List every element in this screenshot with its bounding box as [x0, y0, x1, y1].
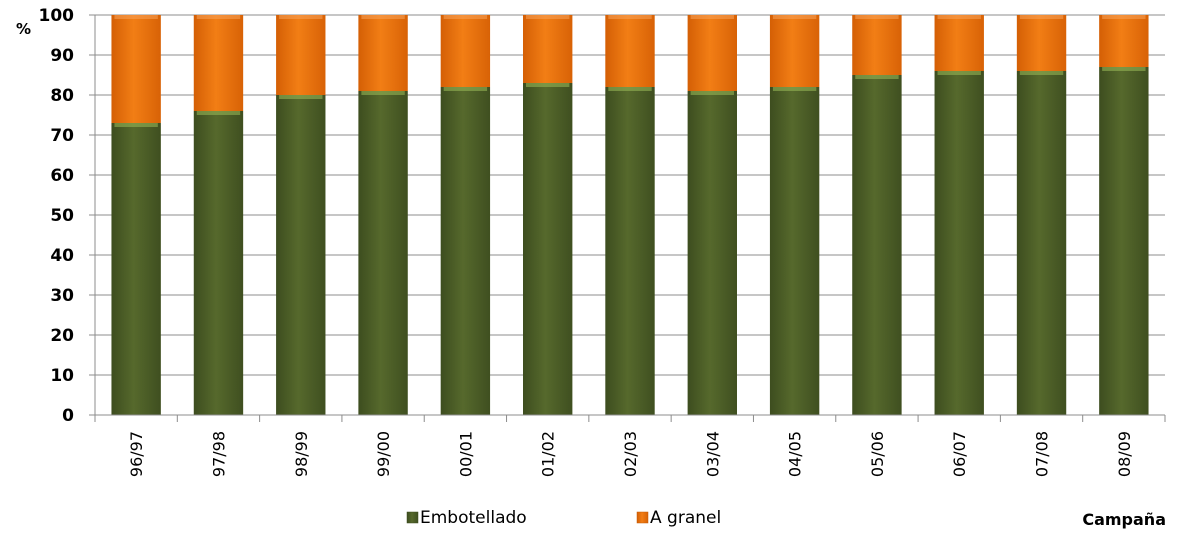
bar-embotellado	[440, 87, 491, 415]
legend: Embotellado A granel	[406, 508, 721, 528]
bar-embotellado	[358, 91, 408, 415]
bar-bevel	[526, 83, 570, 87]
y-tick-label: 60	[50, 166, 74, 186]
legend-swatch	[406, 511, 419, 524]
bar-a-granel	[605, 15, 655, 87]
y-tick-label: 30	[50, 286, 74, 306]
y-tick-label: 0	[62, 406, 74, 426]
bar-bevel	[196, 15, 241, 19]
x-tick-label: 07/08	[1033, 431, 1052, 477]
y-tick-label: 70	[50, 126, 74, 146]
bar-embotellado	[111, 123, 161, 415]
bar-a-granel	[193, 15, 244, 111]
bar-bevel	[196, 111, 241, 115]
x-tick-label: 06/07	[950, 431, 969, 477]
y-tick-label: 100	[39, 6, 75, 26]
legend-swatch	[636, 511, 649, 524]
bar-embotellado	[523, 83, 573, 415]
bar-bevel	[1102, 67, 1146, 71]
y-tick-label: 10	[50, 366, 74, 386]
bars-group: 96/97 97/98 98/99 99/00 00/01 01/02 02/03 03/04…	[111, 15, 1149, 477]
bar-a-granel	[687, 15, 737, 91]
x-tick-label: 96/97	[127, 431, 146, 477]
axes	[94, 15, 1166, 422]
bar-bevel	[937, 71, 981, 75]
x-tick-label: 02/03	[621, 431, 640, 477]
x-tick-label: 01/02	[539, 431, 558, 477]
bar-a-granel	[276, 15, 326, 95]
bar-bevel	[1019, 15, 1064, 19]
y-axis-title: %	[16, 20, 31, 38]
bar-bevel	[937, 15, 981, 19]
x-tick-label: 97/98	[209, 431, 228, 477]
bar-embotellado	[687, 91, 737, 415]
bar-bevel	[690, 91, 734, 95]
y-tick-label: 40	[50, 246, 74, 266]
x-tick-label: 03/04	[703, 431, 722, 477]
bar-bevel	[361, 15, 405, 19]
bar-a-granel	[111, 15, 161, 123]
x-tick-label: 05/06	[868, 431, 887, 477]
x-tick-label: 04/05	[786, 431, 805, 477]
bar-bevel	[279, 95, 323, 99]
bar-a-granel	[358, 15, 408, 91]
y-tick-label: 50	[50, 206, 74, 226]
y-tick-label: 20	[50, 326, 74, 346]
bar-embotellado	[193, 111, 244, 415]
x-tick-label: 98/99	[292, 431, 311, 477]
bar-a-granel	[523, 15, 573, 83]
bar-bevel	[855, 75, 899, 79]
y-tick-label: 90	[50, 46, 74, 66]
bar-a-granel	[852, 15, 902, 75]
bar-embotellado	[852, 75, 902, 415]
bar-a-granel	[769, 15, 820, 87]
x-tick-label: 08/09	[1115, 431, 1134, 477]
bar-bevel	[772, 15, 817, 19]
bar-a-granel	[440, 15, 491, 87]
y-tick-label: 80	[50, 86, 74, 106]
bar-bevel	[361, 91, 405, 95]
bar-embotellado	[1099, 67, 1149, 415]
bar-bevel	[526, 15, 570, 19]
bar-bevel	[114, 123, 158, 127]
x-axis-title: Campaña	[1082, 510, 1166, 529]
bar-bevel	[855, 15, 899, 19]
x-tick-label: 99/00	[374, 431, 393, 477]
bar-bevel	[443, 87, 488, 91]
bar-embotellado	[276, 95, 326, 415]
bar-a-granel	[1016, 15, 1067, 71]
bar-bevel	[1019, 71, 1064, 75]
bar-bevel	[1102, 15, 1146, 19]
bar-bevel	[114, 15, 158, 19]
bar-embotellado	[934, 71, 984, 415]
bar-embotellado	[605, 87, 655, 415]
legend-label: A granel	[650, 508, 721, 528]
bar-bevel	[608, 87, 652, 91]
bar-bevel	[279, 15, 323, 19]
bar-a-granel	[934, 15, 984, 71]
bar-bevel	[443, 15, 488, 19]
bar-embotellado	[1016, 71, 1067, 415]
bar-bevel	[608, 15, 652, 19]
bar-bevel	[772, 87, 817, 91]
bar-bevel	[690, 15, 734, 19]
bar-embotellado	[769, 87, 820, 415]
x-tick-label: 00/01	[456, 431, 475, 477]
legend-label: Embotellado	[420, 508, 527, 528]
bar-a-granel	[1099, 15, 1149, 67]
